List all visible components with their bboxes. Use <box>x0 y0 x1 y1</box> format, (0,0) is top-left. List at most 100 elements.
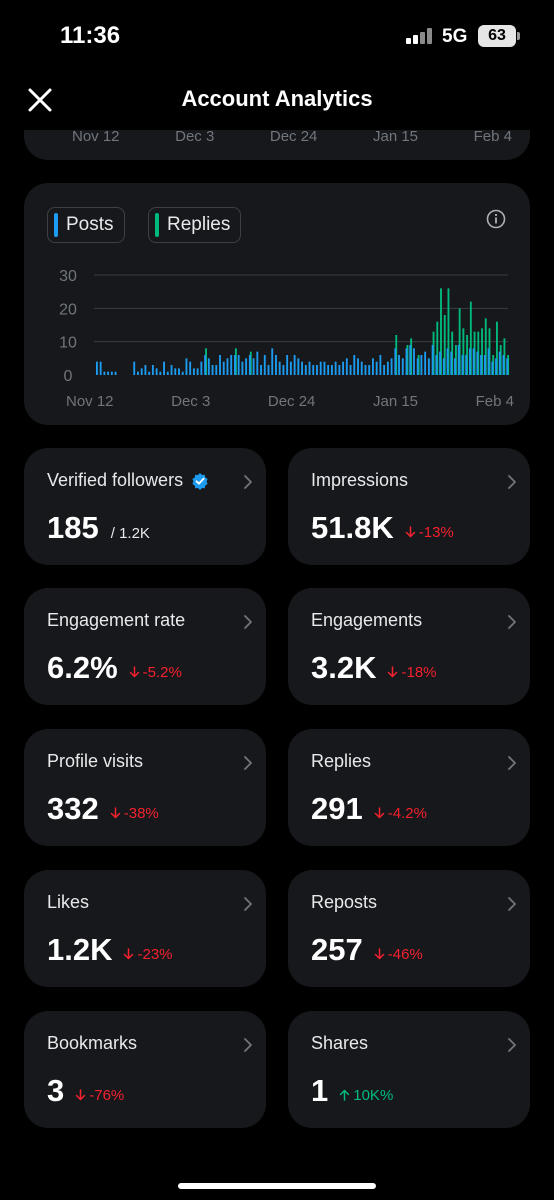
posts-bar <box>99 361 102 375</box>
posts-bar <box>487 348 490 375</box>
bar-chart: 0 10 20 30 <box>48 263 518 385</box>
chevron-right-icon <box>244 1038 252 1052</box>
replies-bar <box>440 288 442 375</box>
arrow-down-icon <box>110 807 120 819</box>
metric-change: -76% <box>75 1087 124 1104</box>
legend-replies-toggle[interactable]: Replies <box>148 207 242 243</box>
close-button[interactable] <box>24 84 56 116</box>
posts-bar <box>446 348 449 375</box>
posts-bar <box>107 371 110 375</box>
chevron-right-icon <box>244 756 252 770</box>
posts-bar <box>234 355 236 375</box>
posts-bar <box>96 361 98 375</box>
arrow-down-icon <box>129 666 139 678</box>
posts-bar <box>506 358 509 375</box>
metric-title: Profile visits <box>47 751 143 772</box>
x-tick-label: Feb 4 <box>473 128 512 145</box>
arrow-down-icon <box>374 948 384 960</box>
posts-bar <box>334 361 337 375</box>
posts-bar <box>353 355 356 375</box>
posts-bar <box>304 365 307 375</box>
home-indicator[interactable] <box>178 1183 376 1189</box>
legend-replies-label: Replies <box>167 214 231 235</box>
posts-bar <box>465 355 468 375</box>
posts-bar <box>103 371 106 375</box>
replies-bar <box>436 321 439 375</box>
posts-bar <box>319 361 322 375</box>
metric-card-shares[interactable]: Shares 1 10K% <box>288 1011 530 1128</box>
activity-chart-card: Posts Replies 0 10 20 30 Nov 12 Dec 3 Dec 2… <box>24 183 530 425</box>
posts-bar <box>424 351 427 375</box>
posts-bar <box>237 355 240 375</box>
metric-value: 185 <box>47 510 99 545</box>
posts-bar <box>375 361 378 375</box>
metric-change: -13% <box>405 524 454 541</box>
posts-bar <box>368 365 371 375</box>
page-title: Account Analytics <box>181 86 373 111</box>
replies-bar <box>481 328 483 375</box>
posts-bar <box>196 368 199 375</box>
posts-bar <box>457 345 460 375</box>
posts-bar <box>379 355 382 375</box>
posts-bar <box>271 348 274 375</box>
metric-card-impressions[interactable]: Impressions 51.8K -13% <box>288 448 530 565</box>
metric-title-label: Reposts <box>311 892 378 912</box>
chevron-right-icon <box>508 756 516 770</box>
header: Account Analytics <box>0 70 554 130</box>
status-time: 11:36 <box>60 22 121 49</box>
metric-row: 6.2% -5.2% <box>47 650 182 686</box>
posts-bar <box>372 358 374 375</box>
posts-bar <box>278 361 281 375</box>
metric-card-replies[interactable]: Replies 291 -4.2% <box>288 729 530 846</box>
posts-bar <box>110 371 113 375</box>
posts-bar <box>189 361 192 375</box>
posts-bar <box>323 361 326 375</box>
posts-bar <box>200 361 203 375</box>
posts-bar <box>140 368 143 375</box>
posts-bar <box>222 361 225 375</box>
posts-bar <box>163 361 165 375</box>
metric-card-verified-followers[interactable]: Verified followers 185 / 1.2K <box>24 448 266 565</box>
chevron-right-icon <box>244 897 252 911</box>
metric-change: -18% <box>387 663 437 681</box>
legend-posts-toggle[interactable]: Posts <box>47 207 125 243</box>
metric-card-engagement-rate[interactable]: Engagement rate 6.2% -5.2% <box>24 588 266 705</box>
metric-row: 1.2K -23% <box>47 932 173 968</box>
metric-title-label: Engagement rate <box>47 610 186 630</box>
posts-bar <box>215 365 218 375</box>
metric-card-engagements[interactable]: Engagements 3.2K -18% <box>288 588 530 705</box>
posts-bar <box>248 355 251 375</box>
metric-card-profile-visits[interactable]: Profile visits 332 -38% <box>24 729 266 846</box>
posts-bar <box>383 365 386 375</box>
metric-title: Verified followers <box>47 470 209 491</box>
posts-bar <box>159 371 162 375</box>
posts-bar <box>364 365 367 375</box>
posts-bar <box>155 368 158 375</box>
info-button[interactable] <box>486 209 506 229</box>
posts-bar <box>219 355 221 375</box>
chevron-right-icon <box>508 1038 516 1052</box>
verified-badge-icon <box>192 472 208 490</box>
posts-bar <box>137 371 139 375</box>
metric-change-value: -13% <box>418 523 454 541</box>
previous-chart-x-axis: Nov 12 Dec 3 Dec 24 Jan 15 Feb 4 <box>72 128 512 145</box>
metric-title-label: Profile visits <box>47 751 144 771</box>
arrow-down-icon <box>76 1089 86 1101</box>
metric-card-bookmarks[interactable]: Bookmarks 3 -76% <box>24 1011 266 1128</box>
posts-bar <box>144 365 147 375</box>
posts-bar <box>420 355 423 375</box>
metric-card-reposts[interactable]: Reposts 257 -46% <box>288 870 530 987</box>
arrow-down-icon <box>405 526 415 538</box>
x-tick-label: Dec 3 <box>171 393 211 410</box>
posts-bar <box>483 355 486 375</box>
metric-value: 3 <box>47 1073 65 1108</box>
posts-bar <box>204 355 207 375</box>
metric-change-value: -18% <box>401 663 437 681</box>
posts-bar <box>148 371 151 375</box>
metric-change-value: -23% <box>137 945 173 963</box>
posts-bar <box>207 358 210 375</box>
chevron-right-icon <box>508 475 516 489</box>
posts-bar <box>442 358 445 375</box>
metric-card-likes[interactable]: Likes 1.2K -23% <box>24 870 266 987</box>
x-tick-label: Dec 3 <box>175 128 215 145</box>
